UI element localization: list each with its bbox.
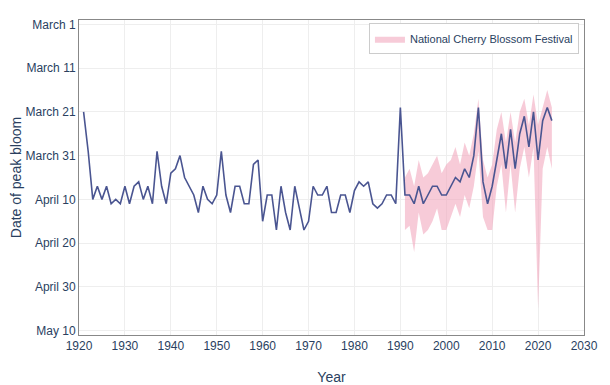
- svg-text:2030: 2030: [571, 339, 598, 353]
- svg-text:1940: 1940: [157, 339, 184, 353]
- svg-text:March 21: March 21: [26, 105, 76, 119]
- svg-text:Date of peak bloom: Date of peak bloom: [8, 117, 24, 238]
- svg-text:2020: 2020: [525, 339, 552, 353]
- svg-text:1930: 1930: [112, 339, 139, 353]
- svg-text:1950: 1950: [203, 339, 230, 353]
- svg-text:April 20: April 20: [35, 236, 76, 250]
- svg-text:April 10: April 10: [35, 193, 76, 207]
- svg-text:March 31: March 31: [26, 149, 76, 163]
- svg-text:1970: 1970: [295, 339, 322, 353]
- svg-text:National Cherry Blossom Festiv: National Cherry Blossom Festival: [410, 33, 573, 45]
- svg-text:March 1: March 1: [32, 18, 76, 32]
- svg-text:1980: 1980: [341, 339, 368, 353]
- svg-text:May 10: May 10: [36, 324, 76, 338]
- svg-text:March 11: March 11: [26, 61, 75, 75]
- svg-text:1960: 1960: [249, 339, 276, 353]
- svg-text:Year: Year: [317, 369, 346, 385]
- svg-text:2000: 2000: [433, 339, 460, 353]
- svg-text:2010: 2010: [479, 339, 506, 353]
- svg-text:April 30: April 30: [35, 280, 76, 294]
- svg-text:1990: 1990: [387, 339, 414, 353]
- svg-text:1920: 1920: [66, 339, 93, 353]
